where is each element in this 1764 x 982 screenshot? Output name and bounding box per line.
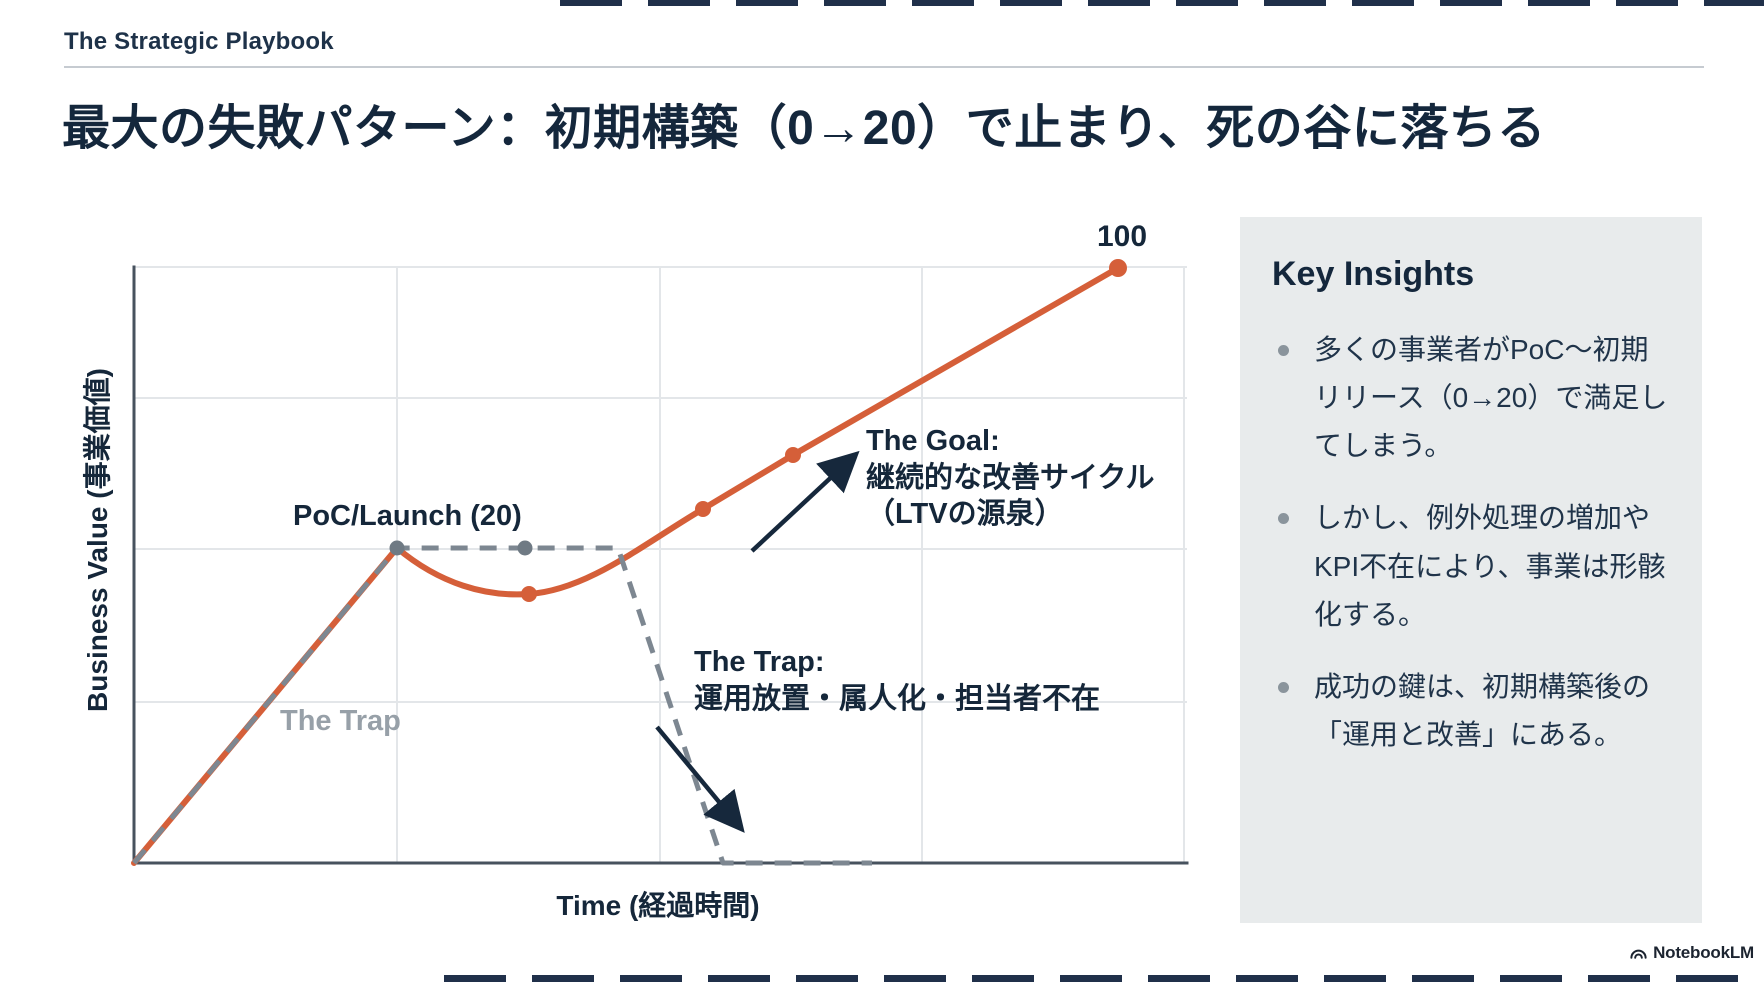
trap-marker	[389, 540, 405, 556]
poc-launch-label: PoC/Launch (20)	[293, 500, 522, 532]
trap-callout: The Trap: 運用放置・属人化・担当者不在	[694, 644, 1100, 717]
goal-callout-line3: （LTVの源泉）	[866, 498, 1064, 531]
goal-callout-line1: The Goal:	[866, 425, 1000, 457]
insight-text: しかし、例外処理の増加やKPI不在により、事業は形骸化する。	[1314, 502, 1666, 630]
brand-name: NotebookLM	[1653, 943, 1754, 962]
eyebrow-heading: The Strategic Playbook	[64, 28, 334, 55]
end-value-label: 100	[1096, 220, 1148, 253]
clipped-text-artifact-bottom	[444, 975, 1764, 982]
insight-text: 成功の鍵は、初期構築後の「運用と改善」にある。	[1314, 670, 1651, 751]
key-insights-panel: Key Insights 多くの事業者がPoC〜初期リリース（0→20）で満足し…	[1240, 217, 1702, 923]
goal-callout: The Goal: 継続的な改善サイクル （LTVの源泉）	[866, 423, 1155, 533]
x-axis-label: Time (経過時間)	[556, 890, 760, 921]
list-item: 多くの事業者がPoC〜初期リリース（0→20）で満足してしまう。	[1272, 326, 1670, 470]
goal-marker	[695, 501, 711, 517]
y-axis-label: Business Value (事業価値)	[82, 368, 113, 712]
notebooklm-brand: NotebookLM	[1629, 943, 1754, 963]
trap-series-line	[132, 545, 872, 866]
trap-path-label: The Trap	[280, 705, 401, 737]
goal-marker	[785, 447, 801, 463]
trap-arrow	[655, 725, 745, 833]
goal-end-marker	[1109, 259, 1127, 277]
list-item: 成功の鍵は、初期構築後の「運用と改善」にある。	[1272, 663, 1670, 759]
trap-marker	[517, 540, 533, 556]
slide-title: 最大の失敗パターン：初期構築（0→20）で止まり、死の谷に落ちる	[62, 102, 1546, 155]
key-insights-list: 多くの事業者がPoC〜初期リリース（0→20）で満足してしまう。 しかし、例外処…	[1272, 326, 1670, 759]
goal-callout-line2: 継続的な改善サイクル	[866, 461, 1155, 494]
trap-callout-line2: 運用放置・属人化・担当者不在	[694, 682, 1101, 715]
goal-arrow	[750, 450, 860, 553]
insight-text: 多くの事業者がPoC〜初期リリース（0→20）で満足してしまう。	[1314, 334, 1668, 462]
header-divider	[64, 66, 1704, 68]
trap-callout-line1: The Trap:	[694, 646, 825, 678]
clipped-text-artifact-top	[560, 0, 1764, 6]
notebooklm-icon	[1630, 949, 1647, 959]
list-item: しかし、例外処理の増加やKPI不在により、事業は形骸化する。	[1272, 494, 1670, 638]
key-insights-title: Key Insights	[1272, 255, 1475, 293]
goal-marker	[521, 586, 537, 602]
